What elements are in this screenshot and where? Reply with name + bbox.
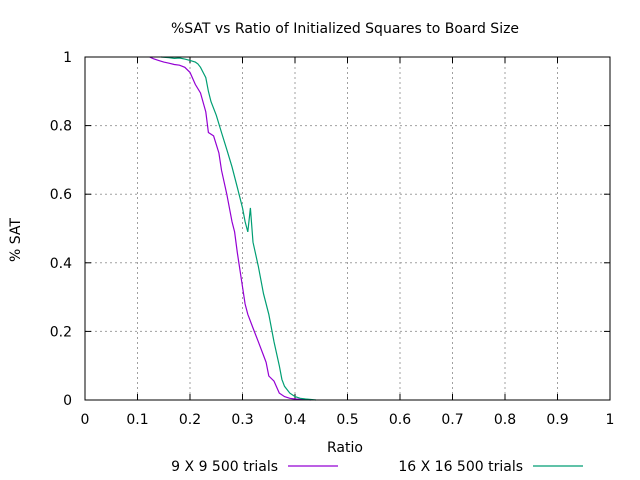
x-tick-label: 0 [81, 412, 90, 428]
series-line-1 [149, 56, 311, 401]
series-lines [149, 56, 317, 401]
x-tick-label: 0.2 [179, 412, 201, 428]
y-tick-label: 0.6 [50, 187, 72, 203]
grid [85, 57, 610, 400]
x-tick-label: 0.1 [126, 412, 148, 428]
legend: 9 X 9 500 trials 16 X 16 500 trials [171, 459, 583, 475]
x-tick-label: 0.6 [389, 412, 411, 428]
y-tick-label: 0 [63, 393, 72, 409]
y-tick-label: 1 [63, 50, 72, 66]
x-tick-label: 0.7 [441, 412, 463, 428]
x-tick-label: 0.5 [336, 412, 358, 428]
x-axis-label: Ratio [327, 440, 363, 456]
plot-border [84, 56, 611, 401]
x-tick-label: 0.8 [494, 412, 516, 428]
x-tick-label: 1 [606, 412, 615, 428]
x-tick-label: 0.9 [546, 412, 568, 428]
legend-label-1: 9 X 9 500 trials [171, 459, 278, 475]
y-tick-label: 0.2 [50, 324, 72, 340]
legend-label-2: 16 X 16 500 trials [398, 459, 523, 475]
x-tick-label: 0.3 [231, 412, 253, 428]
y-tick-label: 0.8 [50, 119, 72, 135]
y-axis-label: % SAT [8, 218, 24, 262]
series-line-2 [161, 56, 317, 401]
tick-labels: 0 0.1 0.2 0.3 0.4 0.5 0.6 0.7 0.8 0.9 1 0 0.2 0.4 0.6 0… [50, 50, 615, 428]
x-tick-label: 0.4 [284, 412, 306, 428]
chart-title: %SAT vs Ratio of Initialized Squares to … [171, 21, 519, 37]
y-tick-label: 0.4 [50, 256, 72, 272]
